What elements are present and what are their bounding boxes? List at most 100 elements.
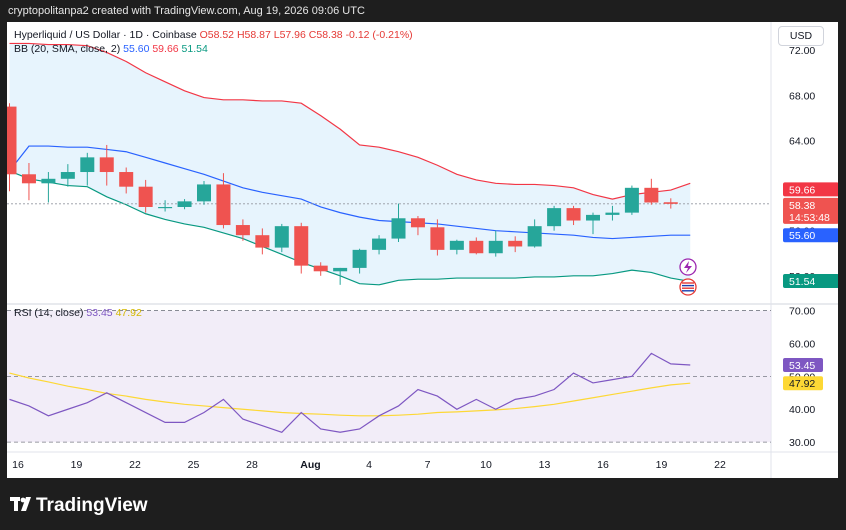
candle [294,222,309,274]
candle [372,235,387,255]
rsi-badge: 53.45 [783,358,823,373]
candle-body [235,225,250,236]
candle-body [410,218,425,228]
open-value: O58.52 [199,29,235,41]
candle-body [41,178,56,184]
candle [255,228,270,255]
candle [508,236,523,253]
candle-body [99,157,114,173]
candle [41,172,56,203]
candle [605,205,620,221]
candle [7,103,17,192]
candle-body [177,201,192,207]
candle-body [586,214,600,221]
time-tick-label: 28 [246,459,258,471]
candle [80,152,95,186]
rsi-badge-bg [783,358,823,373]
candle-body [624,187,639,213]
rsi-label[interactable]: RSI (14, close) [14,307,84,319]
candle-body [547,208,562,227]
candle [333,267,348,285]
main-legend: Hyperliquid / US Dollar · 1D · Coinbase … [14,28,413,56]
header-bar: cryptopolitanpa2 created with TradingVie… [0,0,846,22]
bb-basis-line [9,145,691,240]
rsi-badge-text: 53.45 [789,360,815,372]
last-price-badge-bg [783,197,838,224]
flag-icon-circle [679,278,697,296]
price-tick-label: 64.00 [789,135,815,147]
candle-body [372,238,387,250]
rsi-legend-value: 53.45 [86,307,113,319]
low-value: L57.96 [273,29,306,41]
candle-body [663,202,678,204]
time-tick-label: 10 [480,459,492,471]
candle [469,237,484,255]
high-value: H58.87 [236,29,271,41]
last-price-badge-text: 58.38 [789,200,815,212]
candle [449,239,464,255]
candle-body [274,226,289,248]
tradingview-logo[interactable]: TradingView [10,494,148,517]
candle-body [449,240,464,250]
candle [21,163,36,201]
symbol-title[interactable]: Hyperliquid / US Dollar · 1D · Coinbase [14,29,197,41]
chart-canvas[interactable]: 72.0068.0064.0060.0056.0052.0059.6658.38… [7,22,838,478]
candle-body [119,172,134,187]
close-value: C58.38 [308,29,343,41]
candle [313,262,328,276]
candle [99,144,114,186]
bb-basis-badge-bg [783,228,838,243]
candle-body [527,226,542,247]
candle [586,212,600,235]
rsi-tick-label: 60.00 [789,338,815,350]
candle-body [605,212,620,215]
candle-body [644,187,659,203]
header-text: cryptopolitanpa2 created with TradingVie… [8,5,365,17]
candle [60,164,75,187]
time-tick-label: 13 [539,459,551,471]
currency-button[interactable]: USD [778,26,824,46]
time-tick-label: Aug [300,459,320,471]
time-tick-label: 22 [714,459,726,471]
brand-name: TradingView [36,495,148,516]
candle-body [333,267,348,272]
candle [624,185,639,215]
time-tick-label: 4 [366,459,372,471]
bb-upper-badge: 59.66 [783,182,838,196]
rsi-ma-legend-value: 47.92 [115,307,142,319]
lightning-icon-bolt [684,261,692,273]
candle [391,203,406,242]
rsi-ma-line [9,372,691,417]
candle [197,181,211,205]
bb-basis-badge-text: 55.60 [789,230,815,242]
time-tick-label: 19 [71,459,83,471]
bb-upper-line [9,42,691,200]
price-tick-label: 68.00 [789,90,815,102]
bb-upper-badge-text: 59.66 [789,184,815,196]
candle-body [508,240,523,247]
bb-label[interactable]: BB (20, SMA, close, 2) [14,43,121,55]
candle-body [216,184,231,226]
chart-card: 72.0068.0064.0060.0056.0052.0059.6658.38… [7,22,838,478]
candle-body [158,206,173,209]
bb-upper-badge-bg [783,182,838,197]
rsi-tick-label: 40.00 [789,404,815,416]
bollinger-fill [9,43,691,285]
candle [644,178,659,205]
candle [274,223,289,253]
tradingview-logo-icon [10,494,36,517]
rsi-tick-label: 70.00 [789,306,815,318]
candle-body [488,240,503,254]
bb-upper-value: 59.66 [152,43,179,55]
footer-bar: TradingView [0,478,846,530]
candle-body [255,235,270,248]
time-tick-label: 25 [188,459,200,471]
bb-lower-badge-text: 51.54 [789,276,815,288]
time-tick-label: 16 [12,459,24,471]
candle-body [352,249,367,268]
bb-lower-line [9,170,691,286]
time-tick-label: 19 [656,459,668,471]
candle [119,167,134,194]
candle [663,198,678,209]
